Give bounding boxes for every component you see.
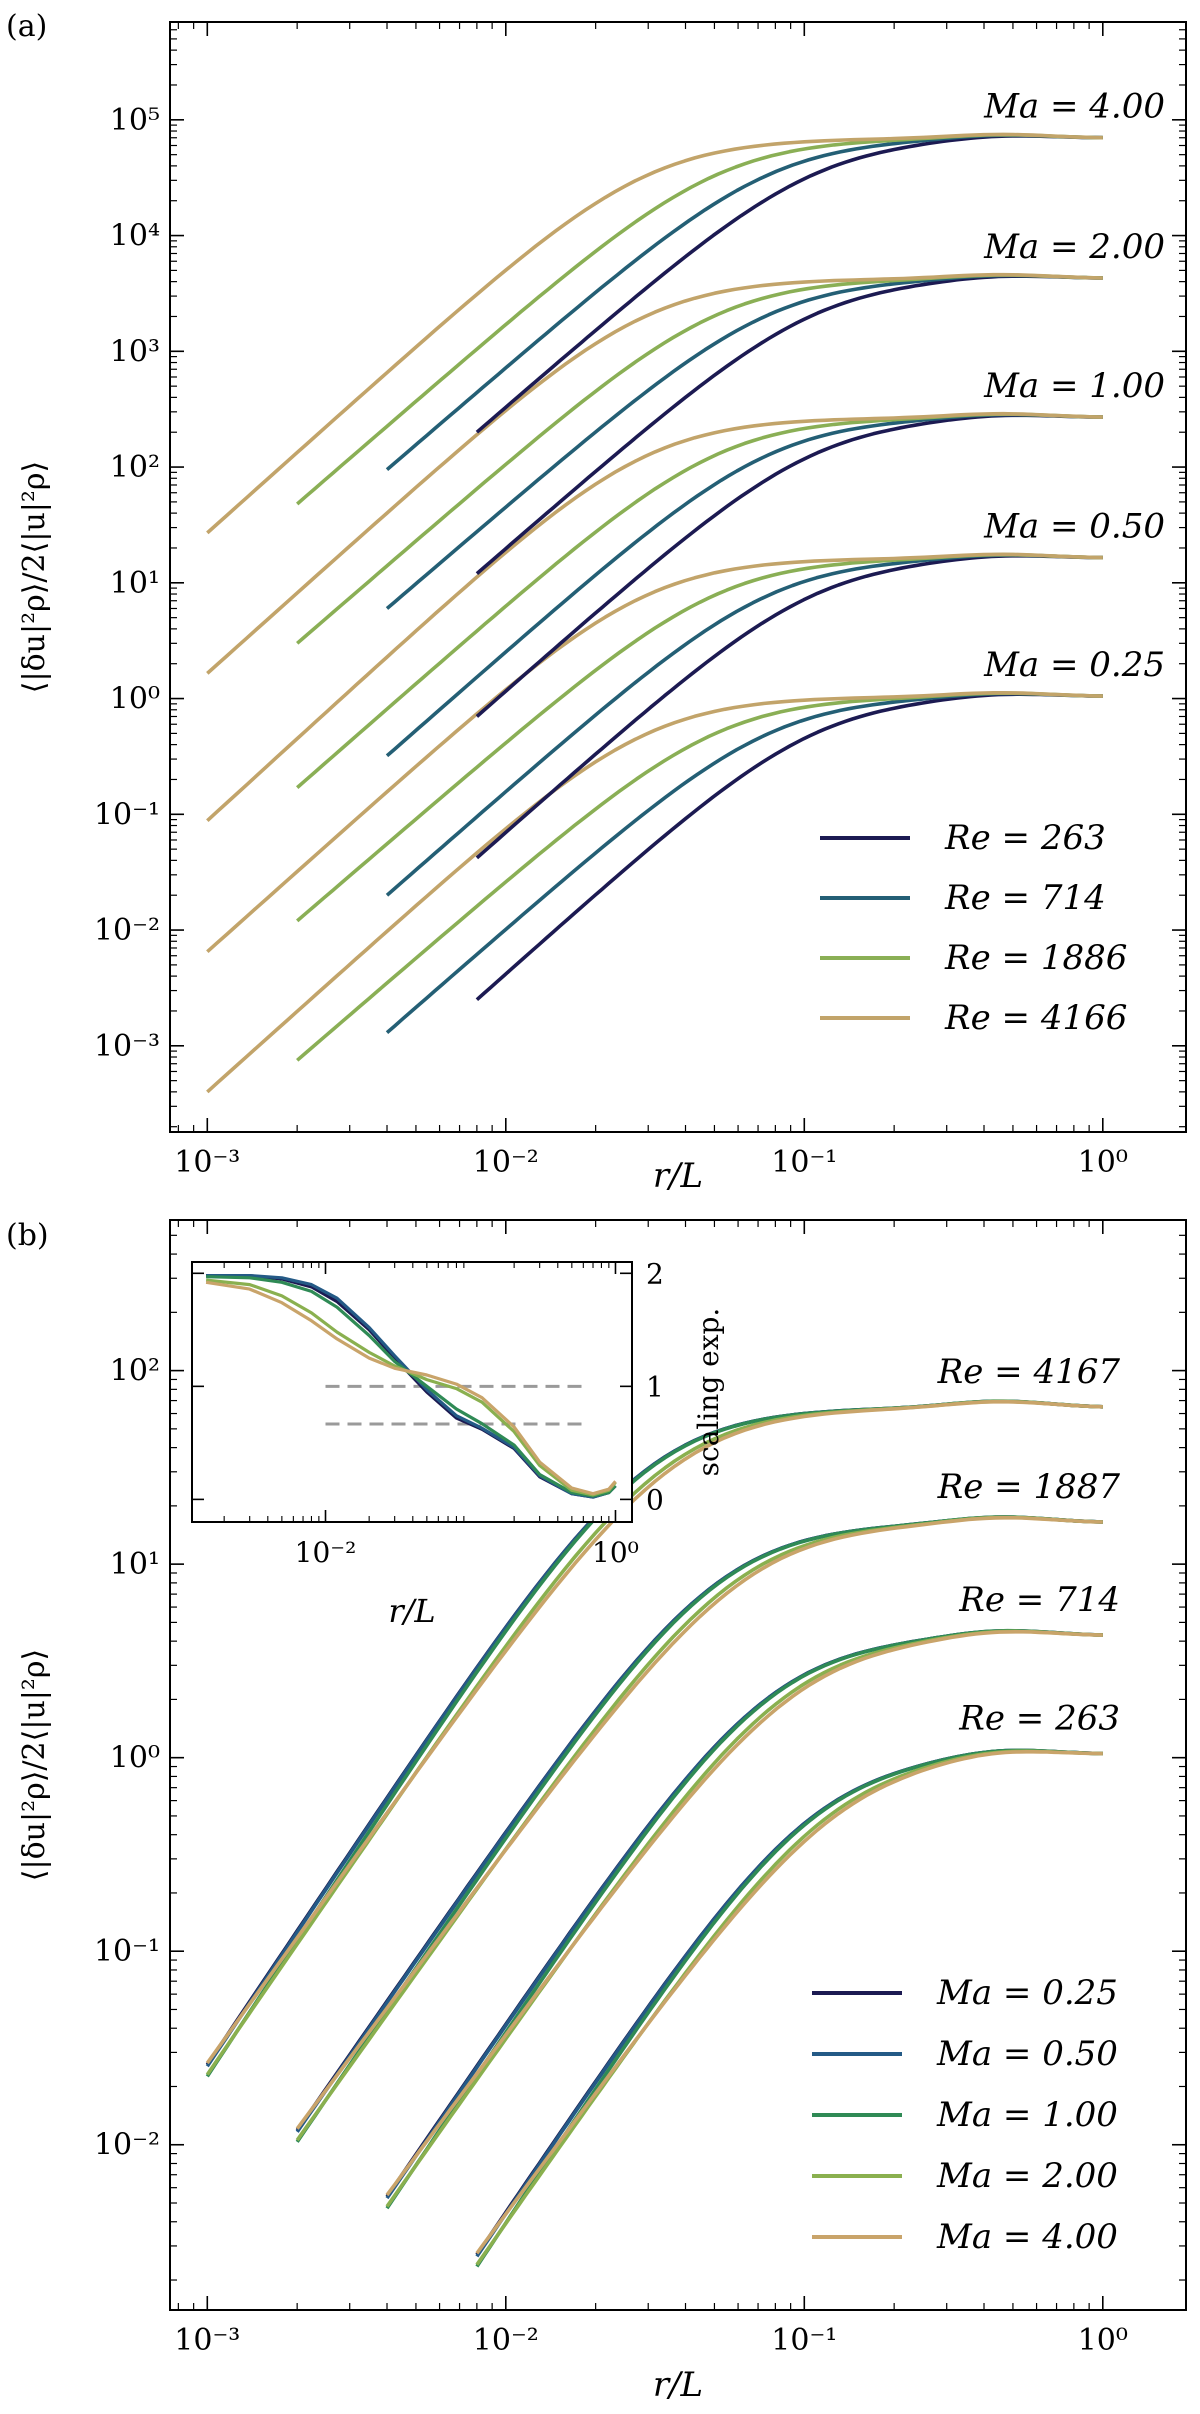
panel-a-group-label: Ma = 2.00	[983, 227, 1165, 267]
inset-ylabel: scaling exp.	[692, 1308, 725, 1477]
panel-a-ylabel: ⟨|δu|²ρ⟩/2⟨|u|²ρ⟩	[17, 461, 52, 693]
panel-b: (b) 10⁻³ 10⁻² 10⁻¹ 10⁰ 10⁻² 10⁻¹ 10⁰ 10¹ 10² Re =…	[6, 1218, 1187, 2405]
panel-b-ytick-label: 10⁰	[110, 1741, 160, 1776]
panel-a-ytick-label: 10⁵	[110, 103, 160, 138]
panel-b-group-label: Re = 1887	[937, 1467, 1121, 1507]
inset-ytick-label: 2	[646, 1257, 664, 1290]
panel-b-group-label: Re = 263	[958, 1699, 1120, 1739]
panel-a-curve	[296, 273, 1103, 645]
panel-a-ytick-label: 10⁰	[110, 682, 160, 717]
panel-a-xtick-label: 10⁻¹	[771, 1145, 837, 1180]
panel-a-xtick-label: 10⁻³	[174, 1145, 240, 1180]
panel-a-legend-label: Re = 263	[944, 818, 1106, 858]
panel-a-legend-label: Re = 1886	[944, 938, 1127, 978]
panel-a-ytick-label: 10¹	[110, 566, 160, 601]
panel-b-group-label: Re = 714	[958, 1580, 1120, 1620]
panel-a-xlabel: r/L	[653, 1156, 703, 1196]
panel-b-legend-label: Ma = 0.25	[936, 1973, 1118, 2013]
panel-a-ytick-label: 10⁻³	[94, 1029, 160, 1064]
panel-a-curve	[296, 133, 1103, 506]
panel-b-group-label: Re = 4167	[937, 1352, 1121, 1392]
panel-a: (a) 10⁻³ 10⁻² 10⁻¹ 10⁰ 10⁻³ 10⁻² 10⁻¹ 10⁰ 10¹ 10²…	[6, 9, 1187, 1196]
panel-a-group-label: Ma = 0.50	[983, 507, 1165, 547]
panel-b-legend-label: Ma = 1.00	[936, 2095, 1118, 2135]
inset-ytick-label: 0	[646, 1483, 664, 1516]
panel-b-curve	[385, 1630, 1103, 2197]
panel-a-ytick-label: 10⁴	[110, 219, 160, 254]
panel-a-ytick-label: 10⁻¹	[94, 797, 160, 832]
panel-b-curve	[205, 1399, 1103, 2065]
panel-b-ytick-label: 10¹	[110, 1547, 160, 1582]
panel-b-xtick-label: 10⁰	[1078, 2323, 1128, 2358]
panel-b-legend-label: Ma = 0.50	[936, 2034, 1118, 2074]
panel-b-ytick-label: 10⁻²	[94, 2128, 160, 2163]
inset-series-line	[205, 1278, 617, 1497]
panel-b-xtick-label: 10⁻²	[473, 2323, 539, 2358]
panel-a-curve	[206, 552, 1103, 954]
panel-b-legend-label: Ma = 4.00	[936, 2217, 1118, 2257]
panel-a-group-label: Ma = 1.00	[983, 366, 1165, 406]
panel-a-curve	[206, 411, 1103, 823]
panel-b-xtick-label: 10⁻¹	[771, 2323, 837, 2358]
panel-b-curve	[295, 1516, 1103, 2130]
panel-a-ytick-label: 10³	[110, 334, 160, 369]
inset-series-line	[206, 1275, 617, 1498]
panel-b-ytick-label: 10²	[110, 1354, 160, 1389]
panel-b-legend-label: Ma = 2.00	[936, 2156, 1118, 2196]
panel-a-frame	[169, 21, 1187, 1133]
panel-a-legend-label: Re = 714	[944, 878, 1106, 918]
inset-xlabel: r/L	[388, 1592, 435, 1630]
panel-a-group-label: Ma = 0.25	[983, 645, 1165, 685]
panel-a-legend-label: Re = 4166	[944, 998, 1127, 1038]
inset-ytick-label: 1	[646, 1370, 664, 1403]
panel-a-label: (a)	[6, 9, 47, 44]
panel-a-curve	[206, 132, 1103, 535]
panel-a-ytick-label: 10⁻²	[94, 913, 160, 948]
panel-b-curve	[475, 1750, 1103, 2255]
inset-frame	[191, 1261, 633, 1523]
panel-a-curve	[206, 690, 1103, 1094]
inset-xtick-label: 10⁻²	[295, 1536, 357, 1569]
panel-b-label: (b)	[6, 1218, 49, 1253]
panel-b-ylabel: ⟨|δu|²ρ⟩/2⟨|u|²ρ⟩	[17, 1649, 52, 1881]
inset-series-line	[205, 1280, 617, 1496]
panel-a-group-label: Ma = 4.00	[983, 87, 1165, 127]
panel-b-xtick-label: 10⁻³	[174, 2323, 240, 2358]
panel-a-xtick-label: 10⁰	[1078, 1145, 1128, 1180]
panel-a-xtick-label: 10⁻²	[473, 1145, 539, 1180]
panel-a-curve	[475, 553, 1103, 860]
panel-b-ytick-label: 10⁻¹	[94, 1934, 160, 1969]
panel-b-xlabel: r/L	[653, 2365, 703, 2405]
panel-b-frame	[169, 1219, 1187, 2311]
panel-a-curve	[385, 691, 1103, 1034]
inset-xtick-label: 10⁰	[592, 1536, 639, 1569]
panel-a-curve	[206, 272, 1103, 675]
panel-a-ytick-label: 10²	[110, 450, 160, 485]
